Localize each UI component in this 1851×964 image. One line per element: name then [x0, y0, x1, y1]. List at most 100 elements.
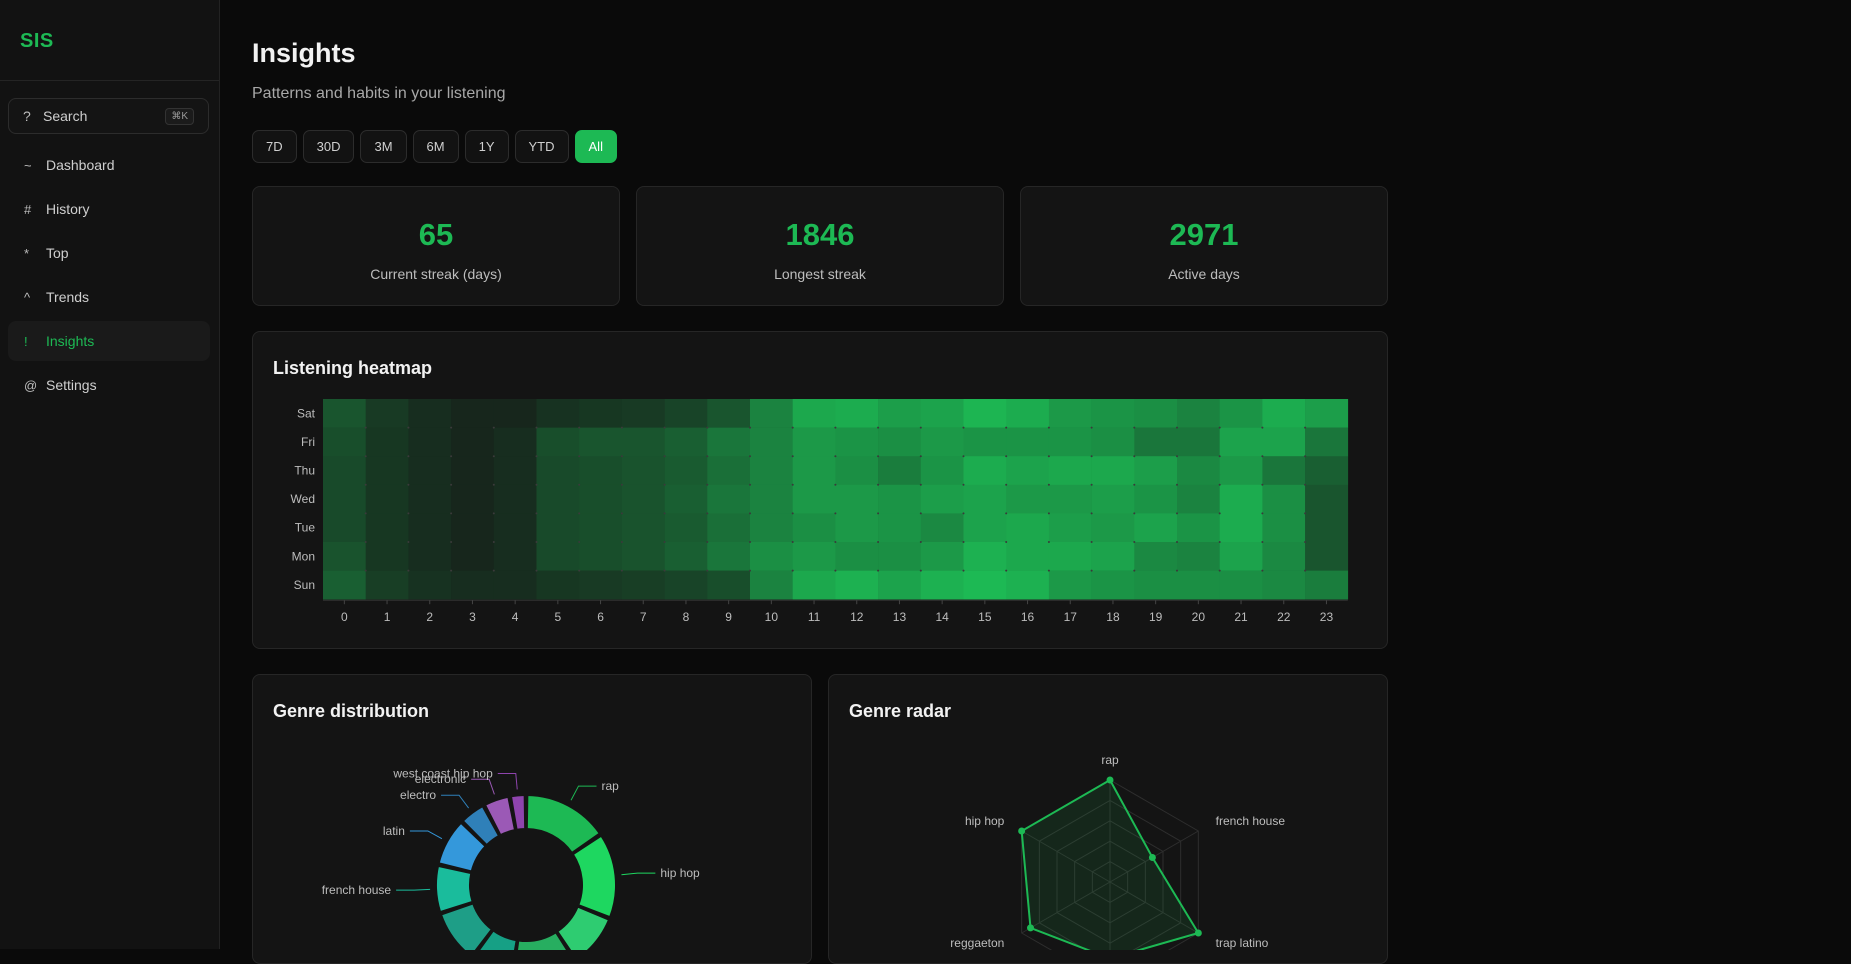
- heatmap-cell[interactable]: [664, 399, 708, 428]
- heatmap-cell[interactable]: [920, 542, 964, 571]
- sidebar-item-trends[interactable]: ^ Trends: [8, 277, 210, 317]
- heatmap-cell[interactable]: [493, 456, 537, 486]
- heatmap-cell[interactable]: [1048, 542, 1092, 571]
- heatmap-cell[interactable]: [451, 484, 495, 514]
- heatmap-cell[interactable]: [1219, 399, 1263, 428]
- heatmap-cell[interactable]: [1091, 427, 1135, 457]
- heatmap-cell[interactable]: [621, 542, 665, 571]
- heatmap-cell[interactable]: [536, 484, 580, 514]
- heatmap-cell[interactable]: [493, 542, 537, 571]
- heatmap-cell[interactable]: [493, 484, 537, 514]
- heatmap-cell[interactable]: [536, 570, 580, 600]
- heatmap-cell[interactable]: [920, 427, 964, 457]
- heatmap-cell[interactable]: [707, 513, 751, 543]
- radar-point[interactable]: [1194, 929, 1202, 937]
- heatmap-cell[interactable]: [835, 456, 879, 486]
- heatmap-cell[interactable]: [664, 484, 708, 514]
- heatmap-cell[interactable]: [1177, 513, 1220, 543]
- donut-slice[interactable]: [440, 902, 493, 950]
- heatmap-cell[interactable]: [920, 456, 964, 486]
- heatmap-cell[interactable]: [621, 484, 665, 514]
- heatmap-cell[interactable]: [750, 456, 793, 486]
- heatmap-cell[interactable]: [1262, 456, 1306, 486]
- heatmap-cell[interactable]: [451, 542, 495, 571]
- heatmap-cell[interactable]: [1006, 542, 1050, 571]
- heatmap-cell[interactable]: [792, 456, 836, 486]
- heatmap-cell[interactable]: [1006, 427, 1050, 457]
- heatmap-cell[interactable]: [451, 570, 495, 600]
- heatmap-cell[interactable]: [451, 513, 495, 543]
- heatmap-cell[interactable]: [365, 399, 409, 428]
- heatmap-cell[interactable]: [878, 570, 922, 600]
- heatmap-cell[interactable]: [1134, 570, 1178, 600]
- donut-slice[interactable]: [473, 929, 518, 950]
- donut-slice[interactable]: [556, 905, 611, 950]
- heatmap-cell[interactable]: [408, 513, 452, 543]
- heatmap-cell[interactable]: [1219, 484, 1263, 514]
- heatmap-cell[interactable]: [664, 456, 708, 486]
- heatmap-cell[interactable]: [1305, 542, 1349, 571]
- donut-slice[interactable]: [483, 795, 516, 837]
- donut-slice[interactable]: [437, 821, 487, 873]
- range-all-button[interactable]: All: [574, 130, 617, 163]
- heatmap-cell[interactable]: [1177, 542, 1220, 571]
- heatmap-cell[interactable]: [664, 542, 708, 571]
- heatmap-cell[interactable]: [1305, 399, 1349, 428]
- heatmap-cell[interactable]: [750, 427, 793, 457]
- heatmap-cell[interactable]: [536, 456, 580, 486]
- heatmap-cell[interactable]: [536, 427, 580, 457]
- heatmap-cell[interactable]: [835, 484, 879, 514]
- heatmap-cell[interactable]: [408, 456, 452, 486]
- heatmap-cell[interactable]: [707, 542, 751, 571]
- heatmap-cell[interactable]: [1006, 456, 1050, 486]
- radar-point[interactable]: [1148, 854, 1156, 862]
- heatmap-cell[interactable]: [750, 484, 793, 514]
- heatmap-cell[interactable]: [621, 456, 665, 486]
- heatmap-cell[interactable]: [408, 570, 452, 600]
- heatmap-cell[interactable]: [365, 513, 409, 543]
- heatmap-cell[interactable]: [579, 484, 623, 514]
- heatmap-cell[interactable]: [1048, 427, 1092, 457]
- heatmap-cell[interactable]: [365, 427, 409, 457]
- range-1y-button[interactable]: 1Y: [464, 130, 509, 163]
- heatmap-cell[interactable]: [579, 513, 623, 543]
- heatmap-cell[interactable]: [1048, 513, 1092, 543]
- range-3m-button[interactable]: 3M: [360, 130, 407, 163]
- heatmap-cell[interactable]: [451, 427, 495, 457]
- heatmap-cell[interactable]: [792, 427, 836, 457]
- heatmap-cell[interactable]: [579, 456, 623, 486]
- heatmap-cell[interactable]: [451, 456, 495, 486]
- heatmap-cell[interactable]: [1134, 427, 1178, 457]
- radar-point[interactable]: [1018, 827, 1026, 835]
- heatmap-cell[interactable]: [1134, 484, 1178, 514]
- heatmap-cell[interactable]: [579, 427, 623, 457]
- heatmap-cell[interactable]: [1305, 427, 1349, 457]
- heatmap-cell[interactable]: [878, 427, 922, 457]
- heatmap-cell[interactable]: [621, 427, 665, 457]
- heatmap-cell[interactable]: [963, 427, 1007, 457]
- heatmap-cell[interactable]: [792, 513, 836, 543]
- heatmap-cell[interactable]: [1091, 399, 1135, 428]
- heatmap-cell[interactable]: [1262, 427, 1306, 457]
- heatmap-cell[interactable]: [920, 484, 964, 514]
- heatmap-cell[interactable]: [579, 542, 623, 571]
- search-input[interactable]: ? Search ⌘K: [8, 98, 209, 134]
- heatmap-cell[interactable]: [707, 484, 751, 514]
- heatmap-cell[interactable]: [1305, 456, 1349, 486]
- heatmap-cell[interactable]: [878, 513, 922, 543]
- radar-point[interactable]: [1026, 924, 1034, 932]
- heatmap-cell[interactable]: [707, 570, 751, 600]
- heatmap-cell[interactable]: [408, 542, 452, 571]
- heatmap-cell[interactable]: [1006, 399, 1050, 428]
- sidebar-item-insights[interactable]: ! Insights: [8, 321, 210, 361]
- heatmap-cell[interactable]: [664, 513, 708, 543]
- heatmap-cell[interactable]: [963, 484, 1007, 514]
- heatmap-cell[interactable]: [1177, 570, 1220, 600]
- heatmap-cell[interactable]: [621, 399, 665, 428]
- heatmap-cell[interactable]: [963, 399, 1007, 428]
- heatmap-cell[interactable]: [408, 427, 452, 457]
- heatmap-cell[interactable]: [536, 513, 580, 543]
- heatmap-cell[interactable]: [1091, 513, 1135, 543]
- sidebar-item-top[interactable]: * Top: [8, 233, 210, 273]
- heatmap-cell[interactable]: [1305, 513, 1349, 543]
